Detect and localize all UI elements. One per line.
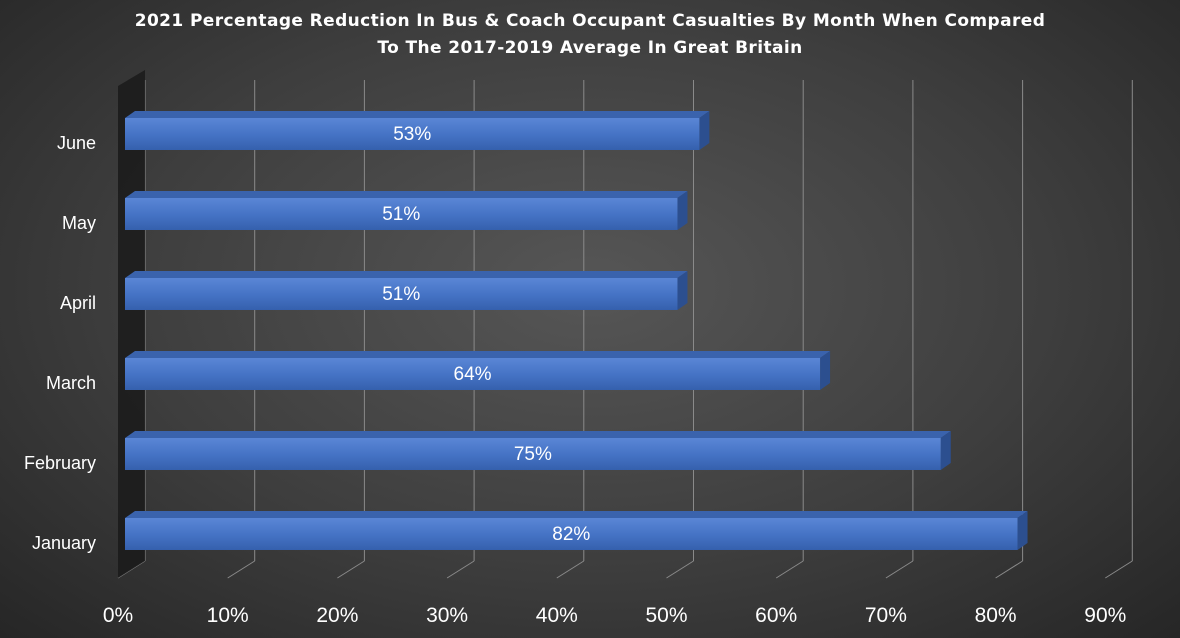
value-axis: 0% 10% 20% 30% 40% 50% 60% 70% 80% 90%: [103, 604, 1126, 627]
floor-gridline: [446, 560, 475, 579]
bar-top-face: [125, 431, 951, 438]
data-label: 51%: [382, 284, 420, 305]
bar-end-face: [699, 111, 710, 150]
bar-end-face: [940, 431, 951, 470]
x-tick-label: 50%: [645, 604, 687, 627]
category-label: January: [32, 533, 96, 553]
floor-gridline: [775, 560, 804, 579]
x-tick-label: 30%: [426, 604, 468, 627]
bar-top-face: [125, 351, 831, 358]
floor-gridline: [885, 560, 914, 579]
bar-end-face: [677, 271, 688, 310]
bar-top-face: [125, 111, 710, 118]
bar-may: [125, 198, 678, 230]
floor-gridline: [995, 560, 1023, 579]
data-label: 75%: [514, 444, 552, 465]
bar-end-face: [1017, 511, 1028, 550]
category-axis: January February March April May June: [24, 133, 96, 553]
category-label: April: [60, 293, 96, 313]
data-label: 53%: [393, 124, 431, 145]
category-label: June: [57, 133, 96, 153]
x-tick-label: 80%: [975, 604, 1017, 627]
bar-june: [125, 118, 700, 150]
floor-gridline: [556, 560, 585, 579]
floor-gridline: [337, 560, 365, 579]
gridlines: [117, 80, 1133, 579]
bar-end-face: [677, 191, 688, 230]
bar-april: [125, 278, 678, 310]
chart-title-line-1: 2021 Percentage Reduction In Bus & Coach…: [135, 11, 1046, 31]
bar-top-face: [125, 511, 1028, 518]
x-tick-label: 0%: [103, 604, 133, 627]
chart-title: 2021 Percentage Reduction In Bus & Coach…: [135, 11, 1046, 58]
data-label: 64%: [454, 364, 492, 385]
chart-title-line-2: To The 2017-2019 Average In Great Britai…: [377, 38, 802, 58]
floor-gridline: [1105, 560, 1133, 579]
bar-top-face: [125, 191, 688, 198]
category-label: March: [46, 373, 96, 393]
bar-february: [125, 438, 941, 470]
floor-gridline: [227, 560, 255, 579]
category-label: February: [24, 453, 96, 473]
x-tick-label: 20%: [316, 604, 358, 627]
data-label: 82%: [552, 524, 590, 545]
bar-end-face: [820, 351, 831, 390]
x-tick-label: 90%: [1084, 604, 1126, 627]
data-label: 51%: [382, 204, 420, 225]
bar-march: [125, 358, 821, 390]
x-tick-label: 40%: [536, 604, 578, 627]
category-label: May: [62, 213, 96, 233]
x-tick-label: 10%: [207, 604, 249, 627]
bar-january: [125, 518, 1018, 550]
floor-gridline: [666, 560, 694, 579]
bar-top-face: [125, 271, 688, 278]
x-tick-label: 70%: [865, 604, 907, 627]
bars: [125, 111, 1028, 550]
x-tick-label: 60%: [755, 604, 797, 627]
data-labels: 82% 75% 64% 51% 51% 53%: [382, 124, 590, 545]
